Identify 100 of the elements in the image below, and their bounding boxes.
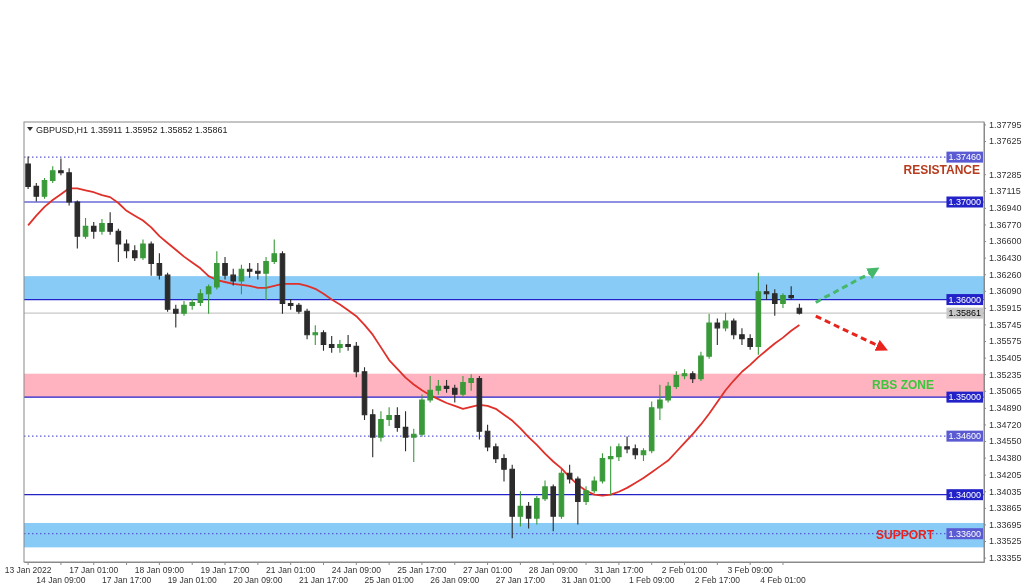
x-tick-label: 17 Jan 17:00: [101, 574, 152, 585]
x-tick-label: 1 Feb 09:00: [629, 574, 675, 585]
y-tick-label: 1.35745: [989, 319, 1022, 330]
candlestick: [394, 407, 401, 432]
y-tick-label: 1.35575: [989, 336, 1022, 347]
y-tick-label: 1.33525: [989, 536, 1022, 547]
candlestick: [747, 334, 753, 350]
x-tick-label: 26 Jan 09:00: [430, 574, 480, 585]
x-tick-label: 2 Feb 01:00: [661, 565, 708, 576]
candlestick: [616, 443, 622, 462]
x-tick-label: 13 Jan 2022: [4, 565, 52, 576]
candlestick: [788, 286, 794, 301]
candlestick: [214, 251, 220, 290]
y-tick-label: 1.37625: [989, 136, 1022, 147]
candlestick: [189, 299, 196, 310]
candlestick: [312, 325, 319, 345]
y-tick-label: 1.34035: [989, 486, 1022, 497]
y-tick-label: 1.37285: [989, 169, 1022, 180]
candlestick: [460, 376, 466, 397]
candlestick: [353, 341, 360, 378]
candlestick: [476, 376, 483, 440]
ref-line-label: 1.34000: [948, 489, 981, 500]
candlestick: [58, 158, 64, 176]
candlestick: [755, 272, 762, 355]
annotation: RESISTANCE: [903, 163, 980, 177]
y-tick-label: 1.36260: [989, 269, 1022, 280]
candlestick: [123, 239, 130, 259]
y-tick-label: 1.37795: [989, 119, 1022, 130]
candlestick: [673, 371, 680, 389]
y-tick-label: 1.35405: [989, 352, 1022, 363]
candlestick: [255, 262, 261, 280]
candlestick: [427, 376, 433, 403]
candlestick: [164, 272, 171, 312]
candlestick: [780, 293, 786, 308]
candlestick: [698, 351, 704, 382]
candlestick: [451, 384, 458, 403]
candlestick: [402, 411, 409, 452]
candlestick: [419, 394, 425, 437]
y-tick-label: 1.34890: [989, 403, 1022, 414]
candlestick: [279, 251, 286, 314]
y-tick-label: 1.36940: [989, 203, 1022, 214]
candlestick: [238, 264, 245, 295]
candlestick: [205, 284, 212, 314]
candlestick: [410, 428, 417, 463]
y-tick-label: 1.35235: [989, 369, 1022, 380]
y-tick-label: 1.36090: [989, 286, 1022, 297]
x-tick-label: 28 Jan 09:00: [528, 565, 579, 576]
y-tick-label: 1.37115: [989, 186, 1021, 197]
candlestick: [739, 328, 745, 345]
candlestick: [665, 381, 671, 403]
x-tick-label: 2 Feb 17:00: [694, 574, 741, 585]
candlestick: [681, 369, 688, 380]
candlestick: [624, 436, 630, 454]
x-tick-label: 25 Jan 17:00: [397, 565, 447, 576]
candlestick: [640, 448, 647, 462]
y-tick-label: 1.35065: [989, 386, 1022, 397]
candlestick: [632, 444, 639, 460]
candlestick: [517, 491, 524, 527]
x-tick-label: 31 Jan 17:00: [594, 565, 644, 576]
candlestick: [492, 443, 499, 464]
y-tick-label: 1.36430: [989, 252, 1022, 263]
candlestick: [246, 262, 253, 278]
candlestick: [534, 496, 540, 525]
y-tick-label: 1.33695: [989, 519, 1022, 530]
candlestick: [197, 289, 204, 306]
band-label: SUPPORT: [875, 528, 935, 543]
candlestick: [566, 464, 573, 484]
ref-line-label: 1.37460: [948, 152, 981, 163]
candlestick: [263, 257, 269, 301]
ref-line-label: 1.33600: [948, 528, 981, 539]
candlestick: [484, 424, 491, 452]
candlestick: [337, 339, 343, 353]
x-tick-label: 27 Jan 01:00: [463, 565, 513, 576]
candlestick: [763, 284, 770, 301]
candlestick: [796, 303, 803, 315]
x-tick-label: 20 Jan 09:00: [233, 574, 283, 585]
candlestick: [296, 302, 302, 314]
candlestick: [525, 501, 532, 529]
x-tick-label: 14 Jan 09:00: [36, 574, 86, 585]
candlestick: [304, 308, 310, 340]
candlestick: [591, 476, 598, 494]
candlestick: [66, 168, 72, 206]
candlestick: [607, 446, 614, 496]
candlestick: [287, 299, 294, 310]
y-tick-label: 1.33355: [989, 552, 1022, 563]
candlestick: [435, 379, 442, 395]
candlestick: [131, 245, 138, 262]
candlestick: [771, 289, 778, 316]
ref-line-label: 1.35861: [948, 308, 981, 319]
candlestick: [706, 313, 712, 359]
candlestick: [25, 156, 31, 189]
y-tick-label: 1.36600: [989, 236, 1022, 247]
candlestick: [33, 182, 40, 202]
x-tick-label: 24 Jan 09:00: [331, 565, 382, 576]
candlestick: [509, 464, 516, 539]
line-series: [27, 187, 801, 497]
candlestick: [369, 409, 376, 458]
candlestick: [156, 253, 163, 280]
candlestick: [714, 318, 721, 345]
candlestick: [378, 411, 384, 442]
